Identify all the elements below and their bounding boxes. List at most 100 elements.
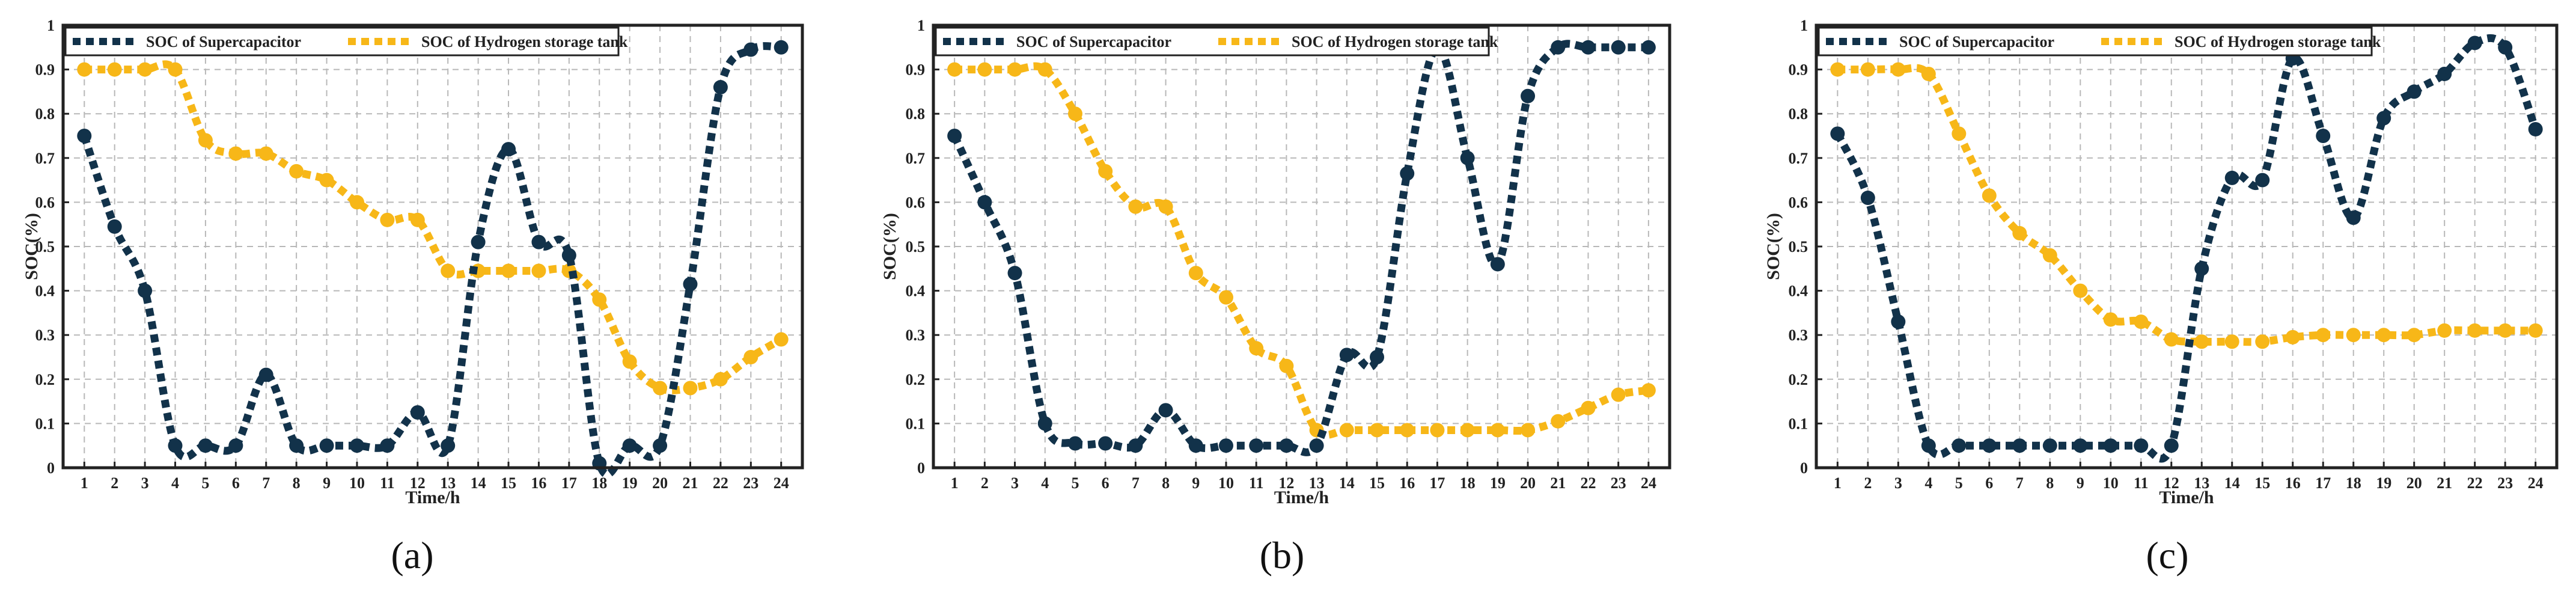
- x-tick-label: 20: [652, 474, 668, 492]
- data-point-hydrogen: [1460, 423, 1475, 438]
- data-point-hydrogen: [2042, 248, 2057, 263]
- data-point-hydrogen: [1551, 414, 1566, 429]
- data-point-supercapacitor: [1128, 438, 1143, 453]
- data-point-hydrogen: [1007, 62, 1022, 77]
- data-point-supercapacitor: [1370, 350, 1385, 364]
- y-tick-label: 0.2: [35, 371, 55, 388]
- data-point-hydrogen: [1188, 266, 1203, 281]
- data-point-supercapacitor: [319, 438, 334, 453]
- data-point-supercapacitor: [1982, 438, 1997, 453]
- y-tick-label: 0.9: [35, 61, 55, 79]
- data-point-supercapacitor: [1581, 40, 1596, 55]
- series-line-supercapacitor: [951, 40, 1649, 456]
- data-point-supercapacitor: [1551, 40, 1566, 55]
- x-tick-label: 14: [471, 474, 486, 492]
- x-tick-label: 5: [1071, 474, 1079, 492]
- data-point-hydrogen: [2164, 332, 2179, 347]
- x-tick-label: 20: [2407, 474, 2422, 492]
- data-point-supercapacitor: [1490, 257, 1505, 272]
- y-tick-label: 0.9: [1789, 61, 1808, 79]
- x-tick-label: 5: [201, 474, 209, 492]
- legend: SOC of Supercapacitor SOC of Hydrogen sto…: [1818, 26, 2381, 57]
- y-tick-label: 0.3: [35, 326, 55, 344]
- x-tick-label: 6: [1102, 474, 1109, 492]
- x-tick-label: 23: [743, 474, 758, 492]
- data-point-supercapacitor: [258, 367, 273, 382]
- x-tick-label: 2: [981, 474, 989, 492]
- data-point-hydrogen: [2073, 283, 2088, 298]
- data-point-hydrogen: [2437, 323, 2452, 338]
- panel-label: (a): [391, 534, 433, 577]
- y-tick-label: 0.4: [1789, 283, 1808, 300]
- data-point-hydrogen: [77, 62, 92, 77]
- x-tick-label: 24: [1641, 474, 1656, 492]
- data-point-hydrogen: [1037, 62, 1052, 77]
- data-point-hydrogen: [1339, 423, 1354, 438]
- plot-frame: [61, 23, 804, 470]
- data-point-hydrogen: [1982, 188, 1997, 203]
- data-point-supercapacitor: [107, 219, 122, 234]
- x-axis-label: Time/h: [1274, 488, 1329, 507]
- x-tick-label: 3: [1894, 474, 1902, 492]
- x-tick-label: 24: [774, 474, 789, 492]
- series-line-supercapacitor: [81, 42, 782, 479]
- x-tick-label: 15: [501, 474, 516, 492]
- data-point-supercapacitor: [1188, 438, 1203, 453]
- data-point-hydrogen: [774, 332, 789, 347]
- data-point-supercapacitor: [1007, 266, 1022, 281]
- data-point-hydrogen: [228, 146, 243, 161]
- data-point-hydrogen: [1641, 383, 1656, 398]
- data-point-supercapacitor: [168, 438, 183, 453]
- data-point-supercapacitor: [471, 234, 486, 250]
- data-point-hydrogen: [1490, 423, 1505, 438]
- data-point-supercapacitor: [380, 438, 395, 453]
- legend-box: [64, 26, 620, 57]
- data-point-hydrogen: [349, 195, 364, 210]
- data-point-supercapacitor: [1921, 438, 1936, 453]
- data-point-hydrogen: [441, 263, 456, 278]
- data-point-hydrogen: [1400, 423, 1415, 438]
- data-point-supercapacitor: [1860, 191, 1875, 206]
- data-point-supercapacitor: [1830, 126, 1845, 141]
- data-point-hydrogen: [713, 372, 728, 387]
- x-tick-label: 8: [2046, 474, 2054, 492]
- x-axis-label: Time/h: [405, 488, 460, 507]
- plot-frame: [932, 23, 1671, 470]
- data-point-supercapacitor: [683, 277, 698, 292]
- data-point-supercapacitor: [2194, 261, 2209, 276]
- data-point-hydrogen: [743, 350, 758, 364]
- chart-panel-3: 00.10.20.30.40.50.60.70.80.911 2 3 4 5 6 7 8 9 10…: [1763, 17, 2559, 577]
- data-point-hydrogen: [2103, 312, 2118, 327]
- y-tick-label: 0.4: [906, 283, 926, 300]
- data-point-hydrogen: [1830, 62, 1845, 77]
- data-point-supercapacitor: [947, 129, 962, 143]
- data-point-supercapacitor: [743, 42, 758, 57]
- x-tick-label: 10: [1218, 474, 1234, 492]
- x-tick-label: 1: [1834, 474, 1842, 492]
- x-tick-label: 22: [2467, 474, 2483, 492]
- x-tick-label: 17: [2315, 474, 2331, 492]
- x-tick-label: 8: [1162, 474, 1170, 492]
- data-point-hydrogen: [2498, 323, 2513, 338]
- data-point-supercapacitor: [1279, 438, 1294, 453]
- y-tick-label: 0: [1800, 459, 1808, 477]
- x-tick-label: 6: [1985, 474, 1993, 492]
- data-point-hydrogen: [1279, 358, 1294, 373]
- y-tick-label: 0.3: [1789, 326, 1808, 344]
- y-tick-label: 0.9: [906, 61, 926, 79]
- x-tick-label: 13: [2194, 474, 2209, 492]
- data-point-supercapacitor: [2255, 173, 2270, 188]
- data-point-supercapacitor: [531, 234, 546, 250]
- x-tick-label: 9: [1192, 474, 1200, 492]
- data-point-supercapacitor: [228, 438, 243, 453]
- y-tick-label: 0.1: [1789, 415, 1808, 432]
- data-point-hydrogen: [592, 292, 607, 307]
- y-tick-label: 0.3: [906, 326, 926, 344]
- data-point-hydrogen: [198, 133, 213, 148]
- data-point-supercapacitor: [138, 283, 153, 298]
- x-tick-label: 4: [171, 474, 179, 492]
- data-point-supercapacitor: [2407, 84, 2422, 99]
- x-tick-label: 2: [1864, 474, 1872, 492]
- legend-box: [1818, 26, 2373, 57]
